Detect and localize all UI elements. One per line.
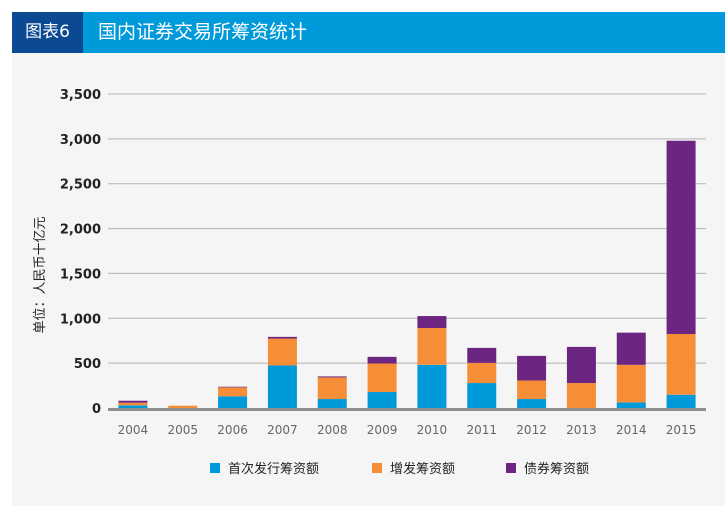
bar-2006-series-0 <box>218 396 248 408</box>
bar-2013-series-2 <box>566 346 596 384</box>
x-tick-label: 2007 <box>267 423 298 437</box>
y-tick-label: 3,000 <box>60 133 101 148</box>
y-tick-label: 2,500 <box>60 178 101 193</box>
bar-2010-series-0 <box>417 364 447 408</box>
x-tick-label: 2010 <box>417 423 448 437</box>
x-tick-label: 2015 <box>666 423 697 437</box>
legend-label: 首次发行筹资额 <box>228 461 319 477</box>
bar-2006-series-1 <box>218 387 248 397</box>
bar-2009-series-0 <box>367 392 397 408</box>
bar-2007-series-1 <box>267 338 297 366</box>
y-tick-label: 0 <box>92 402 101 417</box>
figure-label: 图表6 <box>12 12 83 53</box>
bar-2004-series-1 <box>118 402 148 406</box>
x-tick-label: 2013 <box>566 423 597 437</box>
bar-2013-series-1 <box>566 383 596 408</box>
bar-2015-series-2 <box>666 140 696 334</box>
chart-header: 图表6 国内证券交易所筹资统计 <box>12 12 725 53</box>
bar-2015-series-1 <box>666 333 696 395</box>
bar-2008-series-1 <box>317 377 347 400</box>
bar-2005-series-1 <box>168 405 198 408</box>
y-tick-label: 1,000 <box>60 312 101 327</box>
bar-2011-series-2 <box>467 347 497 363</box>
bar-2010-series-1 <box>417 327 447 365</box>
bar-2004-series-2 <box>118 400 148 403</box>
bar-2009-series-1 <box>367 363 397 393</box>
bar-2012-series-1 <box>517 380 547 400</box>
x-tick-label: 2006 <box>217 423 248 437</box>
bar-2006-series-2 <box>218 386 248 388</box>
legend-swatch <box>372 463 382 473</box>
legend-swatch <box>210 463 220 473</box>
legend-label: 增发筹资额 <box>390 461 455 477</box>
bar-2012-series-2 <box>517 355 547 381</box>
chart-panel <box>12 53 725 506</box>
bar-2007-series-0 <box>267 365 297 408</box>
bar-2009-series-2 <box>367 356 397 364</box>
bar-2010-series-2 <box>417 316 447 328</box>
x-tick-label: 2012 <box>516 423 547 437</box>
y-tick-label: 500 <box>74 357 101 372</box>
bar-2014-series-0 <box>616 402 646 408</box>
bar-2008-series-2 <box>317 376 347 378</box>
bar-2014-series-1 <box>616 364 646 403</box>
bar-2008-series-0 <box>317 399 347 408</box>
x-tick-label: 2004 <box>118 423 149 437</box>
bar-2015-series-0 <box>666 394 696 408</box>
bar-2011-series-1 <box>467 362 497 384</box>
y-tick-label: 2,000 <box>60 223 101 238</box>
x-tick-label: 2009 <box>367 423 398 437</box>
legend-label: 债券筹资额 <box>524 461 589 477</box>
chart-title: 国内证券交易所筹资统计 <box>98 21 308 43</box>
bar-2012-series-0 <box>517 399 547 408</box>
bar-2011-series-0 <box>467 383 497 408</box>
x-tick-label: 2008 <box>317 423 348 437</box>
y-tick-label: 1,500 <box>60 267 101 282</box>
x-tick-label: 2014 <box>616 423 647 437</box>
bar-2014-series-2 <box>616 332 646 365</box>
y-axis-label: 单位：人民币十亿元 <box>33 216 48 333</box>
legend-swatch <box>506 463 516 473</box>
x-tick-label: 2005 <box>167 423 198 437</box>
y-tick-label: 3,500 <box>60 88 101 103</box>
bar-2004-series-0 <box>118 405 148 408</box>
bar-2007-series-2 <box>267 336 297 339</box>
x-axis-baseline <box>108 408 706 411</box>
x-tick-label: 2011 <box>466 423 497 437</box>
